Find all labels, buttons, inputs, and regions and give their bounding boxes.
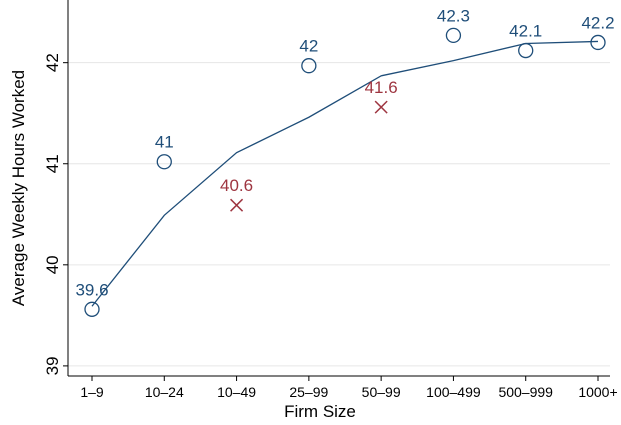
point (590, 34, 606, 51)
x-tick-label: 100–499 (426, 384, 481, 400)
x-tick-label: 500–999 (498, 384, 553, 400)
point (84, 301, 100, 317)
x-tick-label: 50–99 (362, 384, 401, 400)
x-axis-label: Firm Size (284, 402, 356, 421)
x-tick-label: 1–9 (80, 384, 104, 400)
value-label: 42.3 (437, 6, 470, 25)
fit-line (91, 40, 599, 307)
point (445, 27, 462, 44)
value-label: 41.6 (365, 78, 398, 97)
y-tick-label: 40 (43, 255, 62, 274)
value-label: 39.6 (75, 280, 108, 299)
value-label: 42 (299, 37, 318, 56)
y-tick-label: 42 (43, 53, 62, 72)
point (156, 154, 172, 170)
y-tick-label: 41 (43, 154, 62, 173)
y-axis-label: Average Weekly Hours Worked (9, 70, 28, 306)
x-tick-label: 25–99 (289, 384, 328, 400)
y-tick-label: 39 (43, 356, 62, 375)
x-tick-label: 10–49 (217, 384, 256, 400)
point (301, 58, 317, 74)
point (230, 198, 244, 212)
value-label: 42.2 (581, 13, 614, 32)
value-label: 41 (155, 133, 174, 152)
x-tick-label: 1000+ (578, 384, 617, 400)
value-label: 40.6 (220, 176, 253, 195)
x-tick-label: 10–24 (145, 384, 184, 400)
point (518, 42, 534, 59)
point (374, 100, 388, 114)
value-label: 42.1 (509, 22, 542, 41)
